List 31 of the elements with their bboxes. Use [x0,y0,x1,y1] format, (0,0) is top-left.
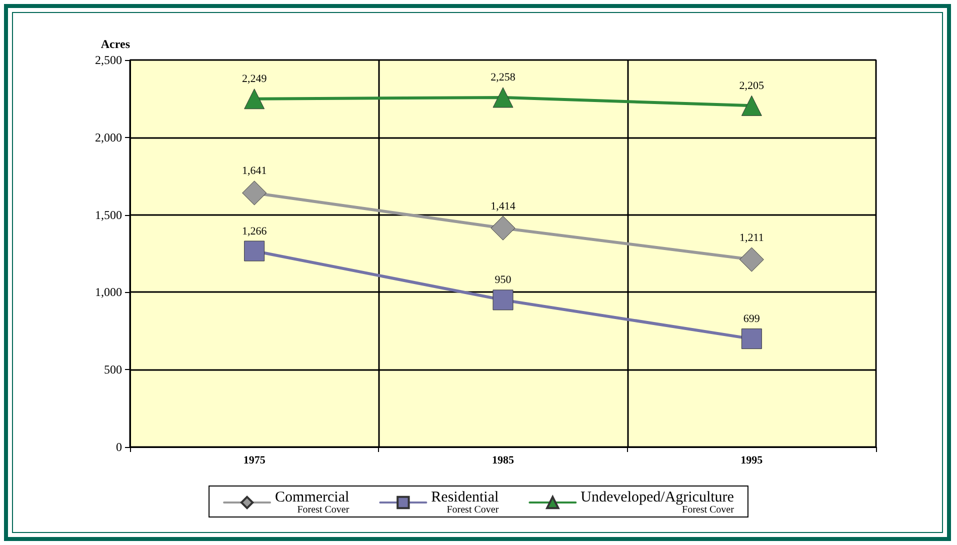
x-tick-label: 1995 [740,454,764,466]
y-tick-label: 0 [116,440,122,454]
point [242,180,267,206]
data-label: 1,641 [242,165,267,178]
point [244,240,265,262]
y-tick-label: 1,000 [95,285,122,300]
point [490,216,516,240]
data-label: 2,205 [739,80,765,92]
data-label: 2,258 [490,72,516,84]
data-label: 1,266 [242,225,268,238]
point [492,290,514,310]
point [741,328,762,350]
data-label: 1,211 [739,232,764,244]
y-tick-label: 2,500 [95,53,122,67]
data-label: 950 [494,274,512,286]
x-tick-label: 1975 [243,454,266,466]
x-tick-label: 1985 [492,454,514,466]
legend-label: Commercial Forest Cover [275,490,350,516]
data-label: 1,414 [490,200,516,212]
legend-label: Residential Forest Cover [431,490,500,516]
data-label: 2,249 [242,73,268,86]
y-tick-label: 2,000 [95,130,122,144]
legend-label: Undeveloped/Agriculture Forest Cover [580,490,735,516]
point [739,247,764,272]
point [492,87,514,108]
y-axis-title: Acres [100,37,130,51]
data-label: 699 [743,313,760,326]
point [244,88,265,110]
point [741,95,762,116]
y-tick-label: 500 [104,362,122,377]
y-tick-label: 1,500 [95,208,122,222]
